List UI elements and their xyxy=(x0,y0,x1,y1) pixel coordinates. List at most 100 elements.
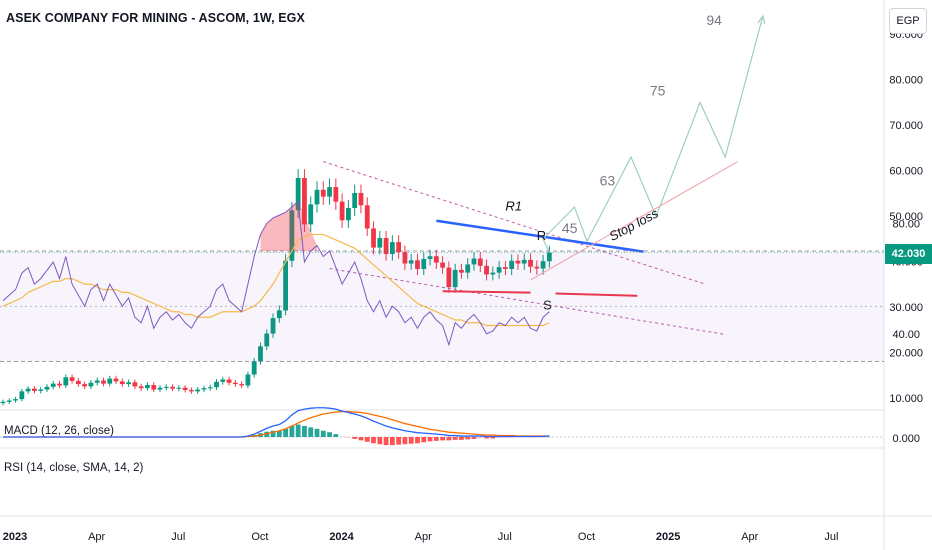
macd-histogram-bar xyxy=(446,437,452,441)
annotation-63: 63 xyxy=(600,172,616,188)
price-tick-label: 80.000 xyxy=(889,75,923,87)
candle-body xyxy=(440,262,445,268)
macd-histogram-bar xyxy=(346,437,351,438)
macd-histogram-bar xyxy=(283,428,288,437)
projection-arrow xyxy=(757,14,766,25)
candle-body xyxy=(364,205,370,229)
candle-body xyxy=(339,201,345,221)
macd-histogram-bar xyxy=(540,437,546,438)
macd-histogram-bar xyxy=(327,432,332,437)
macd-histogram-bar xyxy=(302,425,307,437)
macd-histogram-bar xyxy=(264,431,270,437)
candle-body xyxy=(50,383,56,387)
candle-body xyxy=(6,400,12,402)
macd-histogram-bar xyxy=(320,430,326,437)
candle-body xyxy=(170,386,175,389)
candle-body xyxy=(459,269,464,273)
candle-body xyxy=(515,260,521,264)
macd-histogram-bar xyxy=(509,437,515,438)
candle-body xyxy=(528,259,533,267)
rsi-overbought-fill xyxy=(260,201,317,251)
macd-line xyxy=(3,407,550,438)
candle-body xyxy=(245,374,251,386)
macd-histogram-bar xyxy=(314,428,320,437)
macd-histogram-bar xyxy=(364,437,370,442)
macd-histogram-bar xyxy=(402,437,408,445)
channel-upper-line xyxy=(323,161,707,285)
currency-button[interactable]: EGP xyxy=(889,8,927,34)
candle-body xyxy=(38,389,44,391)
candle-body xyxy=(44,386,50,390)
time-tick-label: Apr xyxy=(88,531,105,543)
macd-histogram-bar xyxy=(484,437,489,439)
candle-body xyxy=(214,381,219,388)
macd-histogram-bar xyxy=(377,437,383,445)
candle-body xyxy=(421,258,427,269)
macd-histogram-bar xyxy=(276,430,282,437)
time-tick-label: Oct xyxy=(578,531,595,543)
candle-body xyxy=(145,385,150,389)
candle-body xyxy=(496,267,502,273)
channel-lower-line xyxy=(329,268,726,335)
candle-body xyxy=(295,177,301,211)
candle-body xyxy=(521,259,527,264)
time-tick-label: 2024 xyxy=(329,531,354,543)
macd-axis-label: 0.000 xyxy=(892,433,920,445)
macd-histogram-bar xyxy=(465,437,471,440)
candle-body xyxy=(415,260,420,269)
candle-body xyxy=(258,346,263,362)
price-tick-label: 70.000 xyxy=(889,120,923,132)
macd-histogram-bar xyxy=(440,437,445,441)
candle-body xyxy=(283,260,288,311)
macd-histogram-bar xyxy=(546,437,552,438)
candle-body xyxy=(396,242,402,253)
candle-body xyxy=(232,382,238,385)
candle-body xyxy=(119,381,125,385)
chart-title: ASEK COMPANY FOR MINING - ASCOM, 1W, EGX xyxy=(6,11,305,25)
time-tick-label: Jul xyxy=(498,531,512,543)
candle-body xyxy=(19,391,25,400)
candle-body xyxy=(107,378,113,384)
candle-body xyxy=(113,378,119,382)
macd-histogram-bar xyxy=(371,437,376,444)
candle-body xyxy=(32,388,37,391)
time-tick-label: 2025 xyxy=(656,531,680,543)
annotation-stop-loss: Stop loss xyxy=(607,205,662,244)
price-tick-label: 50.000 xyxy=(889,211,923,223)
time-tick-label: Jul xyxy=(171,531,185,543)
time-tick-label: Apr xyxy=(415,531,432,543)
candle-body xyxy=(13,399,18,401)
time-tick-label: Apr xyxy=(741,531,758,543)
candle-body xyxy=(465,264,471,273)
macd-histogram-bar xyxy=(295,424,301,437)
candle-body xyxy=(490,272,496,275)
macd-histogram-bar xyxy=(333,434,339,437)
candle-body xyxy=(371,228,376,248)
candle-body xyxy=(157,387,163,390)
price-tick-label: 20.000 xyxy=(889,348,923,360)
candle-body xyxy=(220,379,226,382)
candle-body xyxy=(308,204,314,225)
candle-body xyxy=(333,187,339,202)
macd-histogram-bar xyxy=(289,425,295,437)
rsi-ma-line xyxy=(2,233,550,327)
macd-label: MACD (12, 26, close) xyxy=(4,425,114,437)
annotation-45: 45 xyxy=(562,220,578,236)
candle-body xyxy=(69,377,75,381)
candle-body xyxy=(358,192,364,206)
candle-body xyxy=(540,261,546,269)
support-line xyxy=(442,290,531,294)
rsi-label: RSI (14, close, SMA, 14, 2) xyxy=(4,462,144,474)
candle-body xyxy=(75,380,81,385)
candle-body xyxy=(452,269,458,288)
macd-histogram-bar xyxy=(490,437,496,439)
projection-path xyxy=(542,15,764,253)
macd-histogram-bar xyxy=(452,437,458,440)
macd-histogram-bar xyxy=(471,437,477,439)
candle-body xyxy=(25,388,31,392)
macd-histogram-bar xyxy=(352,437,358,439)
candle-body xyxy=(63,377,69,386)
candle-body xyxy=(477,258,483,266)
macd-histogram-bar xyxy=(528,437,533,438)
